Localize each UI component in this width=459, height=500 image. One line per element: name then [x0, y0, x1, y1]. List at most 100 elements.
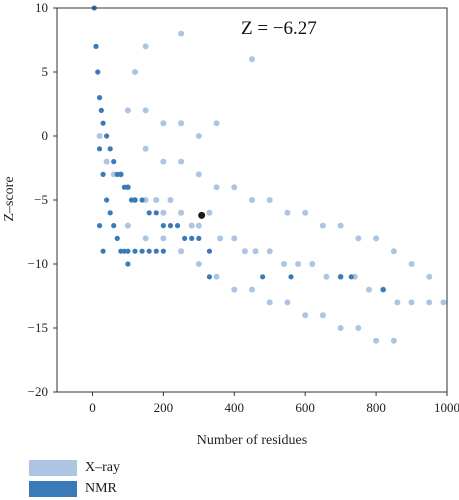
xray-point [266, 248, 273, 255]
nmr-point [100, 171, 106, 177]
nmr-point [153, 210, 159, 216]
xray-point [206, 209, 213, 216]
xray-point [355, 235, 362, 242]
nmr-point [111, 159, 117, 165]
nmr-point [174, 223, 181, 229]
xray-point [323, 273, 330, 280]
xray-point [178, 158, 185, 165]
xray-point [160, 235, 167, 242]
xray-point [337, 325, 344, 331]
nmr-point [160, 248, 166, 254]
xray-point [373, 235, 380, 242]
xray-point [142, 145, 149, 152]
nmr-point [153, 248, 159, 254]
xray-point [178, 209, 185, 216]
nmr-point [98, 107, 104, 113]
nmr-point [132, 197, 138, 203]
xray-point [213, 273, 220, 280]
legend: X–ray NMR [29, 458, 120, 500]
y-axis-label: Z–score [2, 176, 17, 221]
nmr-point [114, 235, 120, 241]
xray-point [241, 248, 248, 255]
nmr-point [288, 274, 294, 280]
xray-point [195, 133, 202, 139]
xray-point [153, 197, 160, 203]
x-tick-label: 600 [295, 400, 315, 415]
xray-point [142, 43, 149, 50]
xray-point [309, 261, 316, 267]
xray-point [284, 299, 291, 306]
x-tick-label: 200 [154, 400, 174, 415]
xray-point [284, 209, 291, 216]
xray-point [231, 184, 238, 191]
nmr-point [380, 287, 386, 293]
nmr-point [348, 274, 354, 280]
xray-point [408, 261, 415, 267]
xray-point [167, 197, 174, 203]
x-axis-label: Number of residues [197, 433, 307, 448]
y-tick-label: −20 [28, 384, 48, 399]
xray-point [355, 325, 362, 331]
nmr-point [139, 197, 145, 203]
xray-point [142, 235, 149, 242]
xray-point [252, 248, 259, 255]
xray-point [178, 120, 185, 127]
nmr-point [182, 235, 188, 241]
xray-point [178, 248, 185, 255]
y-axis-ticks: 10 5 0 −5 −10 −15 −20 [28, 0, 57, 399]
nmr-point [96, 95, 103, 101]
highlight-point [198, 211, 206, 219]
nmr-point [139, 248, 145, 254]
xray-point [337, 222, 344, 229]
z-score-annotation: Z = −6.27 [241, 18, 317, 39]
y-tick-label: 5 [42, 64, 49, 79]
xray-point [213, 120, 220, 127]
x-tick-label: 1000 [434, 400, 459, 415]
xray-point [390, 337, 397, 344]
nmr-point [125, 248, 131, 254]
y-tick-label: 10 [35, 0, 48, 15]
xray-point [178, 30, 185, 37]
xray-point [426, 299, 433, 306]
nmr-point [111, 223, 117, 229]
nmr-point [100, 120, 106, 126]
xray-point [319, 312, 326, 319]
xray-point [280, 261, 287, 267]
xray-point [390, 248, 397, 255]
x-axis-ticks: 0 200 400 600 800 1000 [89, 392, 459, 415]
xray-point [295, 261, 302, 267]
xray-point [394, 299, 401, 306]
nmr-point [206, 274, 213, 280]
nmr-point [125, 261, 131, 267]
xray-point [188, 222, 195, 229]
nmr-point [132, 248, 138, 254]
legend-swatch-nmr [29, 481, 77, 497]
xray-point [132, 69, 138, 75]
xray-point [160, 158, 167, 165]
nmr-point [107, 210, 113, 216]
xray-point [231, 286, 238, 293]
legend-label-xray: X–ray [85, 460, 120, 475]
xray-point [160, 120, 167, 127]
y-tick-label: −5 [34, 192, 48, 207]
nmr-point [107, 146, 113, 152]
nmr-point [338, 274, 344, 280]
nmr-point [167, 223, 174, 229]
nmr-point [104, 197, 110, 203]
legend-swatch-xray [29, 460, 77, 476]
y-tick-label: −15 [28, 320, 48, 335]
nmr-point [96, 146, 103, 152]
nmr-point [118, 171, 124, 177]
xray-point [160, 209, 167, 216]
xray-point [249, 197, 255, 203]
y-tick-label: 0 [42, 128, 49, 143]
xray-point [195, 261, 202, 267]
nmr-point [146, 210, 152, 216]
x-tick-label: 800 [366, 400, 386, 415]
nmr-point [100, 248, 106, 254]
xray-point [249, 286, 255, 293]
xray-point [103, 158, 110, 165]
nmr-point [206, 248, 213, 254]
xray-point [426, 273, 433, 280]
xray-point [319, 222, 326, 229]
